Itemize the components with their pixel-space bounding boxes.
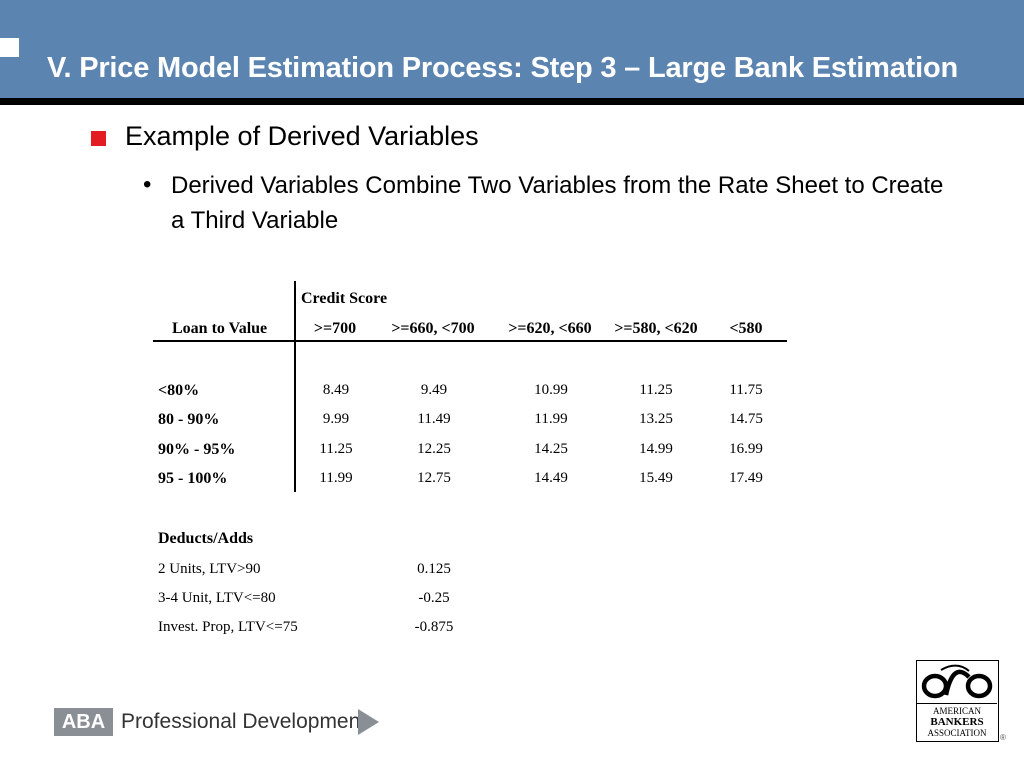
- table-cell: 11.75: [729, 382, 763, 398]
- table-cell: 11.25: [639, 382, 673, 398]
- aba-logo: AMERICAN BANKERS ASSOCIATION: [916, 660, 999, 742]
- logo-line-bankers: BANKERS: [930, 716, 984, 728]
- table-cell: 11.49: [417, 411, 451, 427]
- table-cell: 12.75: [417, 470, 451, 486]
- bullet-level2: Derived Variables Combine Two Variables …: [171, 172, 944, 234]
- table-cell: 13.25: [639, 411, 673, 427]
- red-square-bullet-icon: [91, 131, 106, 146]
- table-cell: 11.99: [534, 411, 568, 427]
- table-cell: 15.49: [639, 470, 673, 486]
- adjustment-value: -0.25: [418, 590, 450, 606]
- table-cell: 11.99: [319, 470, 353, 486]
- bullet-level1: Example of Derived Variables: [125, 121, 479, 151]
- deducts-adds-header: Deducts/Adds: [158, 530, 254, 547]
- table-cell: 14.75: [729, 411, 763, 427]
- professional-development-text: Professional Development: [121, 710, 367, 733]
- table-cell: 11.25: [319, 441, 353, 457]
- table-cell: 14.49: [534, 470, 568, 486]
- column-header: >=620, <660: [508, 320, 592, 337]
- row-label: 95 - 100%: [158, 470, 228, 487]
- row-label: 90% - 95%: [158, 441, 236, 458]
- title-banner: [0, 0, 1024, 98]
- credit-score-header: Credit Score: [301, 290, 388, 307]
- column-header: >=700: [313, 320, 357, 337]
- table-cell: 12.25: [417, 441, 451, 457]
- adjustment-label: 3-4 Unit, LTV<=80: [158, 590, 276, 606]
- table-cell: 9.49: [420, 382, 448, 398]
- adjustment-value: -0.875: [414, 619, 454, 635]
- banner-rule: [0, 98, 1024, 105]
- play-triangle-icon: [358, 709, 379, 735]
- table-cell: 17.49: [729, 470, 763, 486]
- table-cell: 10.99: [534, 382, 568, 398]
- row-label: <80%: [158, 382, 200, 399]
- column-header: >=580, <620: [614, 320, 698, 337]
- logo-line-american: AMERICAN: [932, 706, 981, 716]
- table-cell: 9.99: [322, 411, 350, 427]
- adjustment-label: Invest. Prop, LTV<=75: [158, 619, 298, 635]
- aba-monogram-icon: [917, 661, 997, 704]
- row-label: 80 - 90%: [158, 411, 220, 428]
- table-cell: 14.25: [534, 441, 568, 457]
- adjustment-label: 2 Units, LTV>90: [158, 561, 261, 577]
- registered-mark: ®: [1000, 733, 1006, 742]
- bullet-dot-icon: •: [143, 171, 152, 198]
- column-header: >=660, <700: [391, 320, 475, 337]
- table-cell: 8.49: [322, 382, 350, 398]
- loan-to-value-header: Loan to Value: [172, 320, 268, 337]
- slide-title: V. Price Model Estimation Process: Step …: [47, 52, 959, 84]
- aba-brand-box: ABA: [54, 708, 113, 736]
- banner-notch: [0, 38, 19, 57]
- table-vertical-rule: [294, 281, 296, 492]
- table-cell: 16.99: [729, 441, 763, 457]
- column-header: <580: [729, 320, 763, 337]
- table-header-rule: [153, 340, 787, 342]
- adjustment-value: 0.125: [417, 561, 451, 577]
- table-cell: 14.99: [639, 441, 673, 457]
- logo-line-association: ASSOCIATION: [927, 728, 987, 738]
